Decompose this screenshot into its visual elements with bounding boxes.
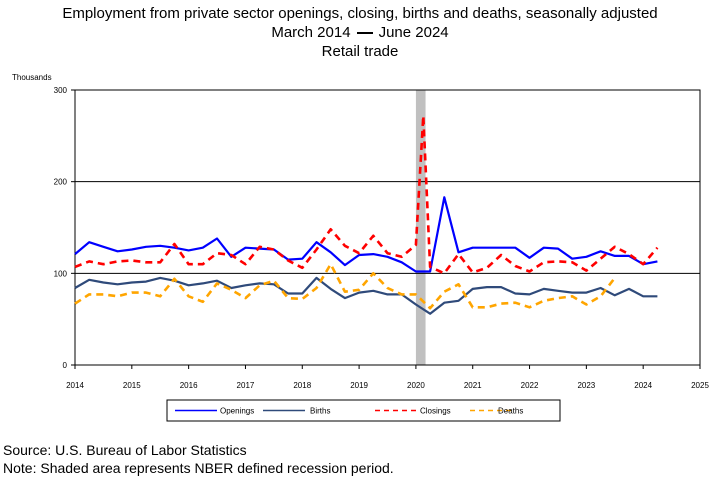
y-axis-label: Thousands bbox=[12, 73, 52, 82]
recession-shading bbox=[415, 90, 426, 365]
recession-note: Note: Shaded area represents NBER define… bbox=[3, 460, 394, 476]
legend-label-deaths: Deaths bbox=[498, 407, 523, 416]
y-tick-label: 100 bbox=[54, 269, 68, 278]
x-tick-label: 2020 bbox=[407, 381, 425, 390]
plot-frame bbox=[74, 89, 701, 366]
legend: Openings Births Closings Deaths bbox=[166, 399, 561, 422]
x-tick-label: 2015 bbox=[123, 381, 141, 390]
x-tick-label: 2024 bbox=[634, 381, 652, 390]
gridlines bbox=[75, 181, 700, 274]
y-tick-label: 0 bbox=[63, 361, 68, 370]
y-tick-label: 300 bbox=[54, 86, 68, 95]
x-tick-label: 2021 bbox=[464, 381, 482, 390]
x-tick-label: 2023 bbox=[577, 381, 595, 390]
range-dash-icon bbox=[356, 31, 373, 34]
x-tick-label: 2018 bbox=[293, 381, 311, 390]
series-lines bbox=[74, 114, 659, 315]
series-line-deaths bbox=[74, 262, 616, 310]
legend-label-closings: Closings bbox=[420, 407, 451, 416]
legend-label-births: Births bbox=[310, 407, 330, 416]
x-tick-label: 2025 bbox=[691, 381, 709, 390]
chart-industry: Retail trade bbox=[321, 43, 399, 60]
chart-title-block: Employment from private sector openings,… bbox=[0, 4, 720, 61]
x-tick-label: 2014 bbox=[66, 381, 84, 390]
recession-band bbox=[415, 90, 426, 365]
y-tick-label: 200 bbox=[54, 178, 68, 187]
chart-title: Employment from private sector openings,… bbox=[62, 5, 658, 22]
legend-box bbox=[166, 399, 561, 422]
chart-date-range: March 2014 June 2024 bbox=[0, 23, 720, 42]
x-tick-label: 2022 bbox=[521, 381, 539, 390]
legend-label-openings: Openings bbox=[220, 407, 254, 416]
series-line-closings bbox=[74, 114, 659, 275]
x-tick-label: 2016 bbox=[180, 381, 198, 390]
x-tick-label: 2019 bbox=[350, 381, 368, 390]
range-end: June 2024 bbox=[378, 24, 449, 41]
series-line-openings bbox=[74, 196, 658, 273]
x-tick-label: 2017 bbox=[237, 381, 255, 390]
source-note: Source: U.S. Bureau of Labor Statistics bbox=[3, 442, 247, 458]
range-start: March 2014 bbox=[271, 24, 351, 41]
